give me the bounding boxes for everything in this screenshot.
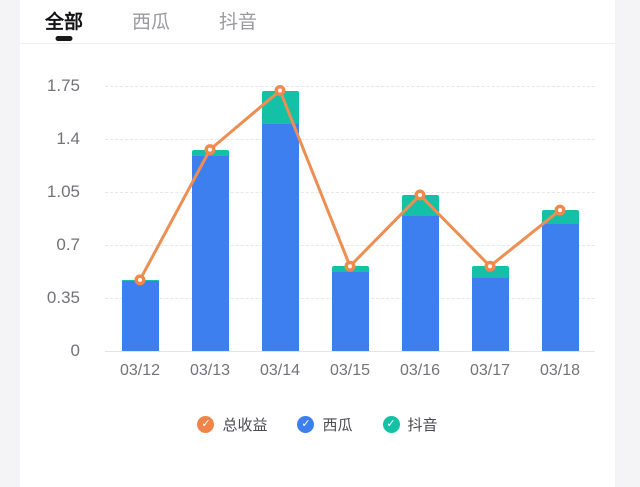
- data-point-marker-center: [208, 147, 212, 152]
- legend-item-total[interactable]: ✓ 总收益: [197, 414, 267, 435]
- x-tick-label: 03/16: [399, 362, 441, 379]
- tab-douyin[interactable]: 抖音: [219, 7, 257, 44]
- check-glyph: ✓: [386, 418, 396, 430]
- check-glyph: ✓: [301, 418, 311, 430]
- x-tick-label: 03/12: [119, 362, 161, 379]
- data-point-marker-center: [418, 193, 422, 198]
- bar-segment-xigua[interactable]: [191, 155, 229, 351]
- tab-xigua-label: 西瓜: [132, 12, 171, 33]
- gridline: [105, 192, 595, 193]
- x-tick-label: 03/13: [189, 362, 231, 379]
- check-circle-icon: ✓: [297, 416, 315, 433]
- data-point-marker-center: [488, 264, 492, 269]
- x-axis-labels: 03/12 03/13 03/14 03/15 03/16 03/17 03/18: [105, 362, 595, 386]
- data-point-marker-center: [278, 88, 282, 93]
- check-glyph: ✓: [201, 418, 211, 430]
- bar-segment-xigua[interactable]: [331, 272, 369, 351]
- x-tick-label: 03/15: [329, 362, 371, 379]
- total-earnings-line-layer: [134, 85, 566, 286]
- check-circle-icon: ✓: [197, 416, 215, 433]
- tab-all-label: 全部: [45, 12, 84, 33]
- x-tick-label: 03/17: [469, 362, 511, 379]
- plot-area: [105, 85, 595, 352]
- tab-bar: 全部 西瓜 抖音: [20, 0, 615, 44]
- y-tick-label: 0.35: [46, 288, 80, 307]
- gridline: [105, 245, 595, 246]
- legend-item-douyin[interactable]: ✓ 抖音: [382, 414, 438, 435]
- y-tick-label: 0.7: [56, 235, 80, 254]
- y-tick-label: 0: [70, 341, 80, 360]
- active-tab-indicator: [55, 36, 73, 41]
- bar-segment-xigua[interactable]: [541, 223, 579, 351]
- y-tick-label: 1.4: [56, 129, 80, 148]
- gridline: [105, 86, 595, 87]
- data-point-marker-center: [348, 264, 352, 269]
- bar-segment-douyin[interactable]: [471, 266, 509, 279]
- check-circle-icon: ✓: [382, 416, 400, 433]
- bar-segment-xigua[interactable]: [261, 123, 299, 351]
- legend-label-xigua: 西瓜: [322, 417, 353, 434]
- total-earnings-line: [138, 89, 562, 282]
- legend-item-xigua[interactable]: ✓ 西瓜: [297, 414, 353, 435]
- content-card: 全部 西瓜 抖音 0 0.35 0.7 1.05 1.4 1.75 03/12 03/13 0…: [20, 0, 615, 487]
- tab-douyin-label: 抖音: [219, 12, 258, 33]
- legend: ✓ 总收益 ✓ 西瓜 ✓ 抖音: [20, 414, 615, 435]
- y-axis-labels: 0 0.35 0.7 1.05 1.4 1.75: [20, 76, 80, 360]
- x-tick-label: 03/14: [259, 362, 301, 379]
- legend-label-total: 总收益: [222, 417, 268, 434]
- gridline: [105, 139, 595, 140]
- bar-segment-xigua[interactable]: [121, 281, 159, 351]
- legend-label-douyin: 抖音: [407, 417, 438, 434]
- earnings-chart: 0 0.35 0.7 1.05 1.4 1.75 03/12 03/13 03/14 03/15…: [20, 44, 615, 416]
- bar-segment-douyin[interactable]: [541, 210, 579, 224]
- bar-segment-xigua[interactable]: [401, 216, 439, 351]
- x-tick-label: 03/18: [539, 362, 581, 379]
- tab-xigua[interactable]: 西瓜: [132, 7, 170, 44]
- x-axis-baseline: [105, 351, 595, 352]
- data-point-marker-center: [558, 208, 562, 213]
- data-point-marker-center: [138, 277, 142, 282]
- tab-all[interactable]: 全部: [45, 7, 83, 44]
- y-tick-label: 1.05: [46, 182, 80, 201]
- y-tick-label: 1.75: [46, 76, 80, 95]
- bar-segment-douyin[interactable]: [401, 195, 439, 217]
- bar-segment-xigua[interactable]: [471, 278, 509, 351]
